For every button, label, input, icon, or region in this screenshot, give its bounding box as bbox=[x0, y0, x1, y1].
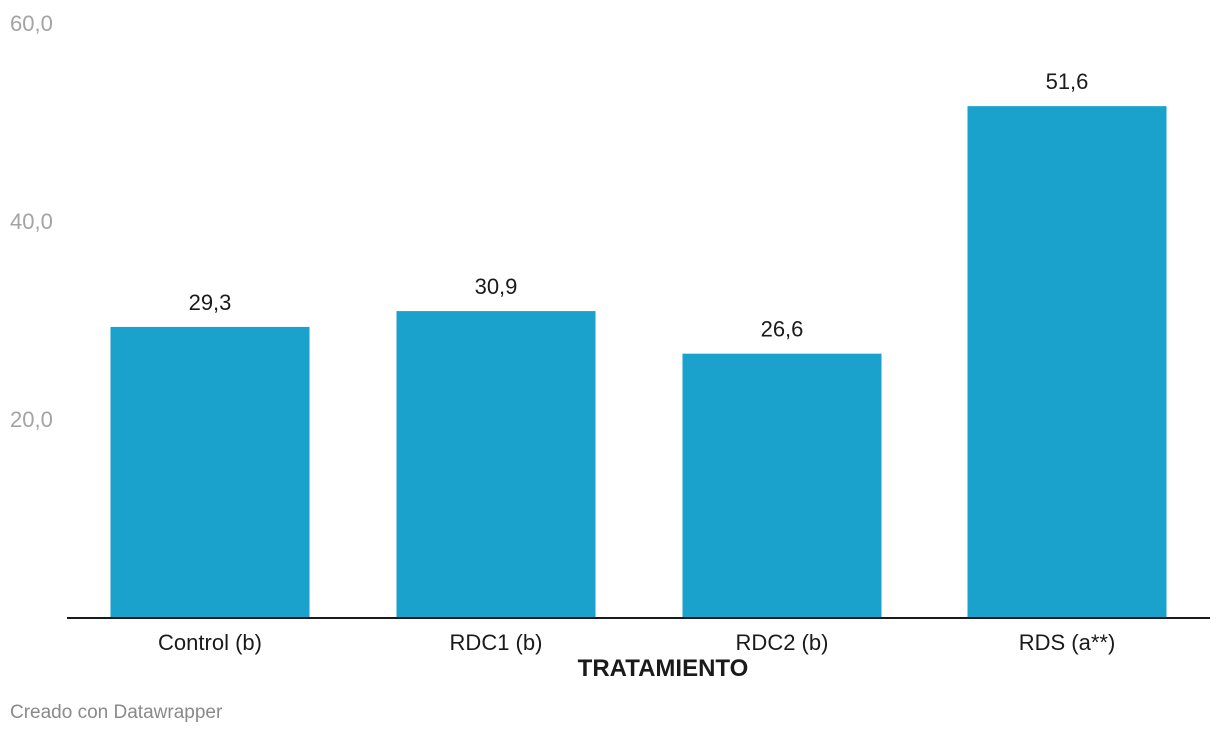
bar bbox=[682, 353, 882, 617]
category-label: Control (b) bbox=[158, 630, 262, 655]
y-tick-label: 20,0 bbox=[10, 407, 53, 432]
y-tick-label: 40,0 bbox=[10, 209, 53, 234]
y-tick-label: 60,0 bbox=[10, 11, 53, 36]
x-axis-title: TRATAMIENTO bbox=[578, 655, 749, 682]
bar-value-label: 30,9 bbox=[475, 274, 518, 299]
category-label: RDC1 (b) bbox=[450, 630, 543, 655]
bar bbox=[967, 106, 1167, 617]
bar-value-label: 51,6 bbox=[1046, 69, 1089, 94]
bar-value-label: 26,6 bbox=[761, 317, 804, 342]
bar bbox=[396, 311, 596, 617]
bar bbox=[110, 326, 310, 617]
value-labels: 29,3 30,9 26,6 51,6 bbox=[189, 69, 1089, 342]
category-label: RDS (a**) bbox=[1019, 630, 1116, 655]
bars bbox=[110, 106, 1167, 617]
category-labels: Control (b) RDC1 (b) RDC2 (b) RDS (a**) bbox=[158, 630, 1115, 655]
credit-text: Creado con Datawrapper bbox=[10, 702, 223, 723]
y-axis-ticks: 20,0 40,0 60,0 bbox=[10, 11, 53, 432]
category-label: RDC2 (b) bbox=[736, 630, 829, 655]
bar-value-label: 29,3 bbox=[189, 290, 232, 315]
